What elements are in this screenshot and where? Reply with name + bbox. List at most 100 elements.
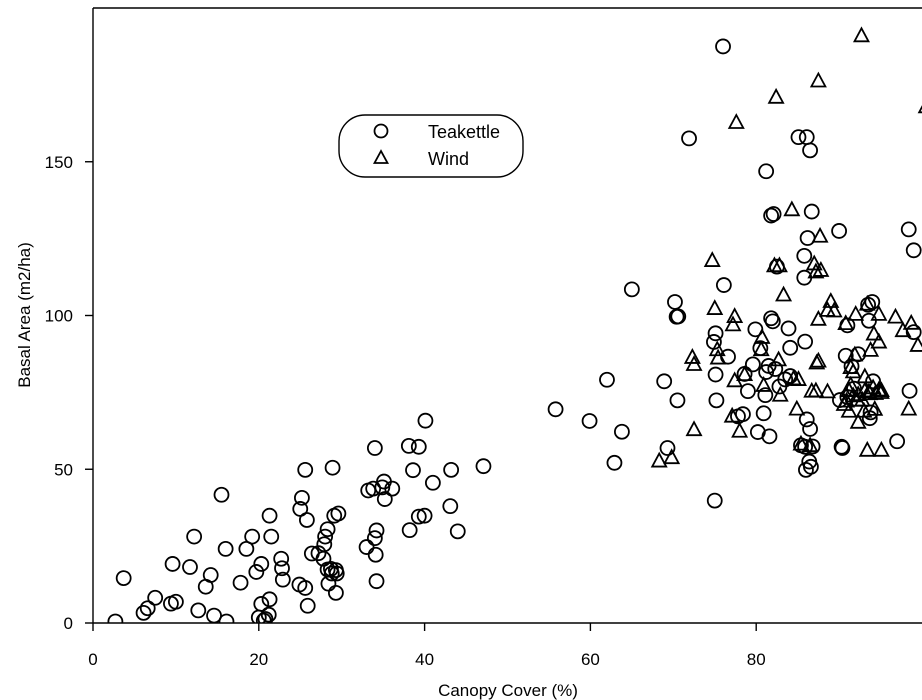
point-wind [872,440,890,457]
point-teakettle [167,593,184,610]
point-wind [755,376,773,392]
point-teakettle [802,142,818,159]
point-teakettle [316,536,333,553]
point-teakettle [905,324,922,341]
point-teakettle [376,491,393,507]
data-points [107,26,922,623]
point-teakettle [260,606,277,623]
point-wind [663,448,681,465]
point-teakettle [802,421,818,437]
point-teakettle [614,423,630,440]
point-teakettle [670,308,687,325]
point-teakettle [475,458,492,475]
point-teakettle [767,361,784,377]
point-teakettle [410,438,427,455]
point-wind [822,292,840,308]
point-wind [709,348,727,365]
point-wind [902,313,920,330]
point-teakettle [330,505,347,522]
point-teakettle [297,580,314,596]
point-teakettle [261,507,278,524]
point-teakettle [755,405,772,422]
point-wind [736,365,754,382]
point-teakettle [744,356,761,373]
point-wind [685,420,703,437]
point-wind [852,26,870,43]
point-wind [886,307,904,324]
point-wind [731,421,749,438]
point-teakettle [798,411,815,428]
point-teakettle [358,539,375,555]
point-teakettle [681,130,697,147]
point-teakettle [298,512,315,528]
point-wind [807,262,825,279]
point-wind [783,200,801,217]
point-teakettle [294,489,310,506]
point-teakettle [273,550,290,567]
point-wind [900,399,918,416]
point-teakettle [190,602,207,619]
point-teakettle [115,570,132,587]
point-wind [909,336,922,352]
point-teakettle [400,437,417,454]
point-wind [862,340,880,357]
point-wind [771,385,789,402]
point-teakettle [248,564,265,580]
point-teakettle [232,574,249,591]
legend-marker-teakettle [373,123,389,139]
point-wind [724,315,742,332]
point-teakettle [656,373,673,390]
point-wind [870,332,888,349]
point-teakettle [263,528,280,545]
point-wind [708,340,726,357]
point-teakettle [761,428,778,445]
x-axis-label: Canopy Cover (%) [438,681,578,700]
point-teakettle [803,203,820,220]
point-teakettle [218,613,235,623]
point-teakettle [299,597,316,614]
point-teakettle [257,611,274,623]
x-tick-label: 0 [88,650,97,669]
point-wind [858,440,876,457]
point-wind [792,434,810,451]
point-teakettle [217,540,234,557]
x-tick-label: 80 [747,650,766,669]
point-teakettle [797,438,814,455]
x-tick-label: 60 [581,650,600,669]
point-teakettle [707,366,724,383]
point-wind [650,451,668,468]
point-teakettle [442,498,459,515]
x-axis-ticks: 0 20 40 60 80 [88,623,766,669]
point-wind [770,256,788,273]
point-teakettle [424,474,441,491]
point-teakettle [206,607,222,623]
x-tick-label: 20 [249,650,268,669]
point-teakettle [317,528,334,545]
point-teakettle [274,571,291,588]
point-teakettle [715,38,731,55]
point-teakettle [323,565,340,582]
point-wind [858,294,876,311]
point-teakettle [862,404,879,421]
point-teakettle [253,596,270,612]
legend: Teakettle Wind [338,114,524,178]
point-teakettle [797,333,814,350]
point-wind [727,113,745,129]
point-wind [726,307,744,323]
point-teakettle [213,486,230,503]
legend-marker-wind [372,149,390,164]
point-teakettle [261,591,278,608]
point-teakettle [367,546,384,563]
point-teakettle [384,480,401,497]
point-teakettle [374,479,391,496]
point-wind [811,226,829,243]
point-teakettle [708,392,725,409]
point-wind [855,401,873,418]
point-wind [837,314,855,331]
point-teakettle [410,508,427,525]
point-wind [866,400,884,416]
point-wind [809,71,827,88]
point-teakettle [139,600,156,617]
point-teakettle [780,320,797,337]
